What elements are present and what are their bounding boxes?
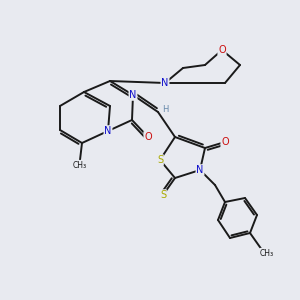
Text: O: O <box>218 45 226 55</box>
Text: O: O <box>221 137 229 147</box>
Text: S: S <box>160 190 166 200</box>
Text: N: N <box>104 126 112 136</box>
Text: CH₃: CH₃ <box>73 160 87 169</box>
Text: CH₃: CH₃ <box>260 248 274 257</box>
Text: S: S <box>157 155 163 165</box>
Text: N: N <box>161 78 169 88</box>
Text: O: O <box>144 132 152 142</box>
Text: H: H <box>162 104 168 113</box>
Text: N: N <box>129 90 137 100</box>
Text: N: N <box>196 165 204 175</box>
